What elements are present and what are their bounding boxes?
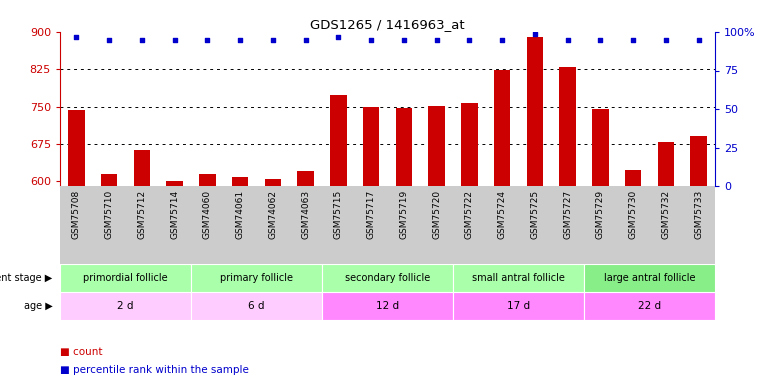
Bar <box>453 292 584 320</box>
Text: GSM75714: GSM75714 <box>170 190 179 239</box>
Point <box>234 37 246 43</box>
Text: GSM75733: GSM75733 <box>694 190 703 239</box>
Text: large antral follicle: large antral follicle <box>604 273 695 283</box>
Text: primary follicle: primary follicle <box>220 273 293 283</box>
Text: GSM75727: GSM75727 <box>563 190 572 239</box>
Bar <box>265 179 281 186</box>
Point <box>70 34 82 40</box>
Bar <box>453 264 584 292</box>
Text: GSM74060: GSM74060 <box>203 190 212 239</box>
Point <box>594 37 607 43</box>
Bar <box>625 170 641 186</box>
Text: GSM74062: GSM74062 <box>269 190 277 239</box>
Bar <box>322 292 453 320</box>
Text: GSM75719: GSM75719 <box>400 190 408 239</box>
Bar <box>134 150 150 186</box>
Bar <box>166 180 182 186</box>
Bar <box>584 292 715 320</box>
Text: GSM75724: GSM75724 <box>497 190 507 239</box>
Point <box>201 37 213 43</box>
Point <box>169 37 181 43</box>
Point <box>464 37 476 43</box>
Text: age ▶: age ▶ <box>24 301 52 311</box>
Title: GDS1265 / 1416963_at: GDS1265 / 1416963_at <box>310 18 465 31</box>
Point <box>365 37 377 43</box>
Point <box>627 37 639 43</box>
Text: GSM75712: GSM75712 <box>137 190 146 239</box>
Text: GSM75730: GSM75730 <box>628 190 638 239</box>
Bar <box>658 142 674 186</box>
Point <box>332 34 344 40</box>
Bar <box>191 264 322 292</box>
Text: development stage ▶: development stage ▶ <box>0 273 52 283</box>
Bar <box>330 95 346 186</box>
Point <box>692 37 705 43</box>
Text: GSM74063: GSM74063 <box>301 190 310 239</box>
Point <box>136 37 148 43</box>
Point <box>660 37 672 43</box>
Point <box>430 37 443 43</box>
Point <box>529 30 541 36</box>
Text: 17 d: 17 d <box>507 301 530 311</box>
Bar <box>69 111 85 186</box>
Bar <box>592 110 608 186</box>
Text: GSM75732: GSM75732 <box>661 190 671 239</box>
Text: 2 d: 2 d <box>117 301 134 311</box>
Point <box>561 37 574 43</box>
Bar <box>191 292 322 320</box>
Bar <box>297 171 314 186</box>
Bar <box>461 103 477 186</box>
Bar <box>101 174 117 186</box>
Bar <box>322 264 453 292</box>
Text: secondary follicle: secondary follicle <box>345 273 430 283</box>
Bar <box>494 70 511 186</box>
Text: GSM75710: GSM75710 <box>105 190 114 239</box>
Bar <box>199 174 216 186</box>
Point <box>398 37 410 43</box>
Bar <box>691 136 707 186</box>
Text: GSM75720: GSM75720 <box>432 190 441 239</box>
Bar <box>428 105 445 186</box>
Bar <box>584 264 715 292</box>
Bar <box>363 107 380 186</box>
Bar <box>232 177 248 186</box>
Text: GSM75725: GSM75725 <box>531 190 539 239</box>
Text: 12 d: 12 d <box>376 301 399 311</box>
Point <box>300 37 312 43</box>
Point <box>266 37 279 43</box>
Bar <box>60 264 191 292</box>
Bar <box>527 37 543 186</box>
Text: ■ percentile rank within the sample: ■ percentile rank within the sample <box>60 365 249 375</box>
Text: 6 d: 6 d <box>248 301 265 311</box>
Text: ■ count: ■ count <box>60 347 102 357</box>
Point <box>103 37 116 43</box>
Text: GSM75729: GSM75729 <box>596 190 605 239</box>
Text: GSM75717: GSM75717 <box>367 190 376 239</box>
Point <box>496 37 508 43</box>
Text: GSM75715: GSM75715 <box>334 190 343 239</box>
Text: GSM75722: GSM75722 <box>465 190 474 239</box>
Text: 22 d: 22 d <box>638 301 661 311</box>
Text: small antral follicle: small antral follicle <box>472 273 565 283</box>
Text: GSM74061: GSM74061 <box>236 190 245 239</box>
Bar <box>560 67 576 186</box>
Bar <box>60 292 191 320</box>
Text: GSM75708: GSM75708 <box>72 190 81 239</box>
Text: primordial follicle: primordial follicle <box>83 273 168 283</box>
Bar <box>396 108 412 186</box>
